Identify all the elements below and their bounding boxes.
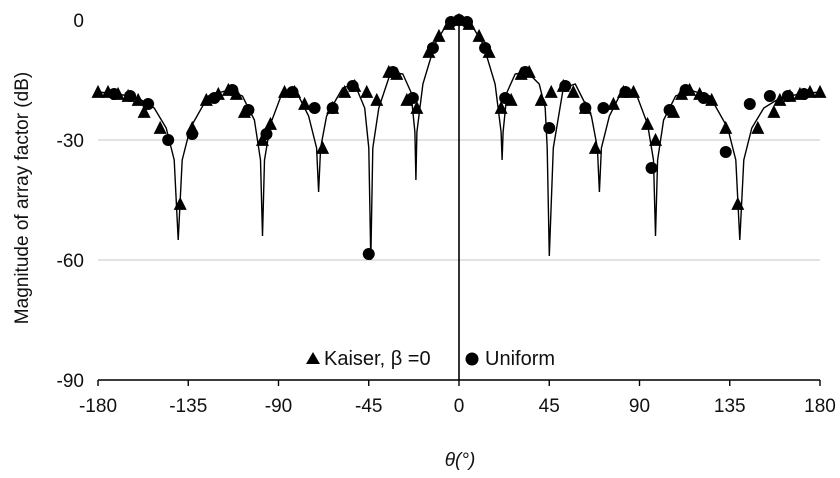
y-tick-label: -60 (57, 251, 84, 272)
kaiser-point (410, 100, 424, 114)
uniform-point (781, 90, 794, 102)
kaiser-point (606, 96, 620, 110)
x-tick-label: -45 (355, 396, 382, 417)
uniform-point (260, 128, 273, 140)
kaiser-point (153, 120, 167, 134)
uniform-point (461, 16, 474, 28)
uniform-point (162, 134, 175, 146)
uniform-point (559, 80, 572, 92)
uniform-point (543, 122, 556, 134)
kaiser-point (751, 120, 765, 134)
uniform-point (142, 98, 155, 110)
y-tick-label: 0 (73, 11, 84, 32)
axes (97, 20, 821, 386)
uniform-point (208, 92, 221, 104)
kaiser-point (263, 116, 277, 130)
uniform-point (645, 162, 658, 174)
y-tick-label: -90 (57, 371, 84, 392)
uniform-point (579, 102, 592, 114)
uniform-point (479, 42, 492, 54)
kaiser-point (432, 28, 446, 42)
x-tick-label: 90 (629, 396, 650, 417)
kaiser-point (472, 28, 486, 42)
y-axis-label: Magnitude of array factor (dB) (12, 72, 33, 324)
x-tick-label: 135 (714, 396, 746, 417)
x-axis-label: θ(°) (445, 450, 476, 471)
uniform-point (499, 92, 512, 104)
legend: Kaiser, β =0 Uniform (306, 348, 555, 370)
legend-circle-marker (465, 352, 479, 366)
legend-label-uniform: Uniform (485, 348, 555, 370)
marker-layer (91, 12, 827, 260)
kaiser-point (566, 84, 580, 98)
uniform-point (326, 102, 339, 114)
uniform-point (386, 66, 399, 78)
kaiser-point (731, 196, 745, 210)
kaiser-point (173, 196, 187, 210)
uniform-point (406, 92, 419, 104)
uniform-point (124, 90, 137, 102)
uniform-point (679, 84, 692, 96)
kaiser-point (91, 84, 105, 98)
kaiser-point (534, 92, 548, 106)
x-tick-label: 180 (804, 396, 836, 417)
y-tick-label: -30 (57, 131, 84, 152)
uniform-point (797, 88, 810, 100)
kaiser-point (767, 104, 781, 118)
x-tick-label: -135 (169, 396, 207, 417)
legend-label-kaiser: Kaiser, β =0 (324, 348, 431, 370)
uniform-point (226, 84, 239, 96)
uniform-point (619, 86, 632, 98)
uniform-point (308, 102, 321, 114)
kaiser-point (544, 84, 558, 98)
kaiser-point (719, 120, 733, 134)
uniform-point (426, 42, 439, 54)
kaiser-point (316, 140, 330, 154)
uniform-point (242, 104, 255, 116)
x-tick-label: 45 (539, 396, 560, 417)
kaiser-point (338, 84, 352, 98)
uniform-point (597, 102, 610, 114)
kaiser-point (705, 92, 719, 106)
kaiser-point (649, 132, 663, 146)
kaiser-point (370, 92, 384, 106)
uniform-point (719, 146, 732, 158)
uniform-point (346, 80, 359, 92)
uniform-point (362, 248, 375, 260)
kaiser-point (131, 92, 145, 106)
kaiser-point (588, 140, 602, 154)
kaiser-point (641, 116, 655, 130)
uniform-point (743, 98, 756, 110)
uniform-point (286, 86, 299, 98)
uniform-point (519, 66, 532, 78)
legend-triangle-marker (306, 352, 320, 364)
kaiser-point (298, 96, 312, 110)
tick-labels: 0 -30 -60 -90 -180 -135 -90 -45 0 45 90 135 180 (57, 11, 836, 417)
kaiser-point (360, 84, 374, 98)
x-tick-label: -180 (79, 396, 117, 417)
x-tick-label: 0 (454, 396, 465, 417)
kaiser-point (137, 104, 151, 118)
kaiser-point (494, 100, 508, 114)
uniform-point (186, 128, 199, 140)
uniform-point (697, 92, 710, 104)
uniform-point (663, 104, 676, 116)
kaiser-point (813, 84, 827, 98)
kaiser-point (255, 132, 269, 146)
uniform-point (108, 88, 121, 100)
kaiser-point (199, 92, 213, 106)
kaiser-point (773, 92, 787, 106)
x-tick-label: -90 (265, 396, 292, 417)
uniform-point (763, 90, 776, 102)
